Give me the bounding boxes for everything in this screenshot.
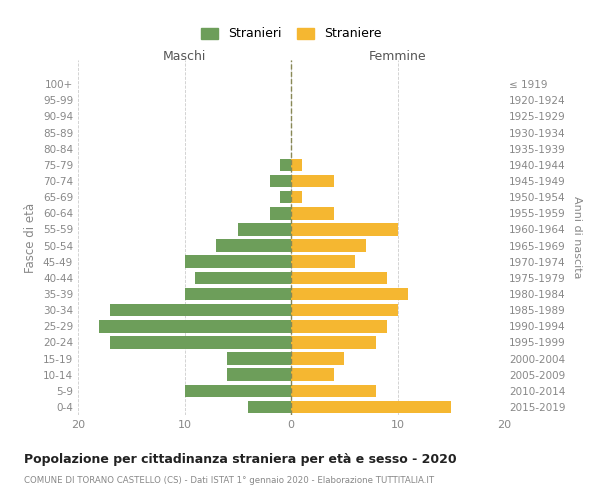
Bar bbox=[110, 304, 291, 316]
Bar bbox=[195, 272, 291, 284]
Bar bbox=[291, 320, 387, 332]
Y-axis label: Anni di nascita: Anni di nascita bbox=[572, 196, 582, 279]
Bar bbox=[270, 207, 291, 220]
Bar bbox=[291, 223, 398, 235]
Bar bbox=[185, 384, 291, 397]
Bar bbox=[270, 174, 291, 188]
Bar bbox=[280, 158, 291, 171]
Bar bbox=[291, 288, 408, 300]
Bar bbox=[291, 207, 334, 220]
Bar bbox=[291, 336, 376, 348]
Y-axis label: Fasce di età: Fasce di età bbox=[25, 202, 37, 272]
Bar bbox=[185, 256, 291, 268]
Bar bbox=[238, 223, 291, 235]
Bar bbox=[291, 240, 365, 252]
Text: Femmine: Femmine bbox=[368, 50, 427, 63]
Bar bbox=[185, 288, 291, 300]
Text: COMUNE DI TORANO CASTELLO (CS) - Dati ISTAT 1° gennaio 2020 - Elaborazione TUTTI: COMUNE DI TORANO CASTELLO (CS) - Dati IS… bbox=[24, 476, 434, 485]
Bar bbox=[291, 272, 387, 284]
Bar bbox=[291, 174, 334, 188]
Bar bbox=[110, 336, 291, 348]
Legend: Stranieri, Straniere: Stranieri, Straniere bbox=[197, 24, 385, 44]
Bar bbox=[291, 158, 302, 171]
Bar bbox=[291, 191, 302, 203]
Bar bbox=[227, 352, 291, 365]
Text: Maschi: Maschi bbox=[163, 50, 206, 63]
Bar bbox=[291, 304, 398, 316]
Bar bbox=[99, 320, 291, 332]
Bar bbox=[227, 368, 291, 381]
Bar bbox=[291, 400, 451, 413]
Bar bbox=[217, 240, 291, 252]
Bar bbox=[291, 368, 334, 381]
Bar bbox=[291, 256, 355, 268]
Bar bbox=[291, 352, 344, 365]
Text: Popolazione per cittadinanza straniera per età e sesso - 2020: Popolazione per cittadinanza straniera p… bbox=[24, 452, 457, 466]
Bar bbox=[291, 384, 376, 397]
Bar bbox=[280, 191, 291, 203]
Bar bbox=[248, 400, 291, 413]
